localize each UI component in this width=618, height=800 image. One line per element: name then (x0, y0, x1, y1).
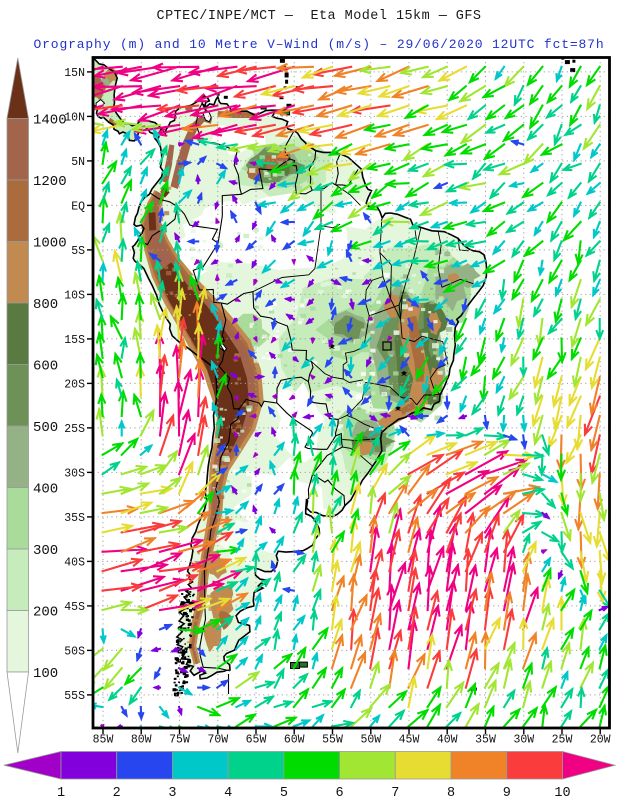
svg-text:15S: 15S (64, 334, 85, 347)
svg-text:200: 200 (33, 605, 58, 621)
svg-text:4: 4 (224, 786, 232, 800)
svg-text:EQ: EQ (71, 200, 85, 213)
svg-text:45S: 45S (64, 601, 85, 614)
svg-text:75W: 75W (169, 734, 190, 747)
svg-text:5: 5 (280, 786, 288, 800)
svg-text:Orography (m) and 10 Metre V–W: Orography (m) and 10 Metre V–Wind (m/s) … (34, 37, 605, 52)
svg-text:60W: 60W (284, 734, 305, 747)
svg-text:50S: 50S (64, 645, 85, 658)
svg-text:5N: 5N (71, 156, 85, 169)
svg-text:40S: 40S (64, 556, 85, 569)
svg-text:80W: 80W (131, 734, 152, 747)
svg-text:30W: 30W (513, 734, 534, 747)
svg-text:20W: 20W (590, 734, 611, 747)
svg-text:1200: 1200 (33, 174, 67, 190)
svg-text:400: 400 (33, 482, 58, 498)
svg-text:6: 6 (336, 786, 344, 800)
svg-text:35S: 35S (64, 512, 85, 525)
svg-text:8: 8 (447, 786, 455, 800)
svg-text:500: 500 (33, 420, 58, 436)
svg-text:55W: 55W (322, 734, 343, 747)
svg-text:10S: 10S (64, 289, 85, 302)
svg-text:70W: 70W (207, 734, 228, 747)
svg-text:1000: 1000 (33, 236, 67, 252)
svg-text:800: 800 (33, 297, 58, 313)
svg-text:20S: 20S (64, 378, 85, 391)
svg-text:1400: 1400 (33, 113, 67, 129)
svg-text:15N: 15N (64, 67, 85, 80)
svg-text:600: 600 (33, 359, 58, 375)
svg-text:35W: 35W (475, 734, 496, 747)
svg-text:9: 9 (503, 786, 511, 800)
svg-text:10: 10 (554, 786, 570, 800)
svg-text:1: 1 (57, 786, 65, 800)
svg-text:7: 7 (391, 786, 399, 800)
svg-text:CPTEC/INPE/MCT — Eta Model 15: CPTEC/INPE/MCT — Eta Model 15km — GFS (157, 9, 482, 24)
svg-text:30S: 30S (64, 467, 85, 480)
svg-text:3: 3 (168, 786, 176, 800)
svg-text:10N: 10N (64, 111, 85, 124)
svg-text:2: 2 (113, 786, 121, 800)
svg-text:50W: 50W (360, 734, 381, 747)
svg-text:100: 100 (33, 666, 58, 682)
svg-text:300: 300 (33, 543, 58, 559)
svg-text:5S: 5S (71, 245, 85, 258)
svg-text:40W: 40W (437, 734, 458, 747)
svg-text:55S: 55S (64, 690, 85, 703)
svg-text:25W: 25W (552, 734, 573, 747)
svg-text:45W: 45W (399, 734, 420, 747)
svg-text:65W: 65W (246, 734, 267, 747)
svg-text:25S: 25S (64, 423, 85, 436)
svg-text:85W: 85W (93, 734, 114, 747)
